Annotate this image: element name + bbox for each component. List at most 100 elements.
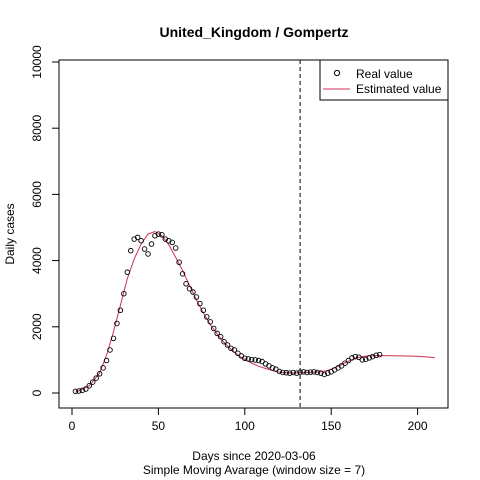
x-axis: 0 50 100 150 200 [69,407,428,433]
real-value-point [252,357,258,363]
x-tick-label: 100 [235,419,255,433]
real-value-point [204,314,210,320]
legend: Real value Estimated value [319,59,449,101]
real-value-point [338,363,345,369]
legend-box [319,59,449,101]
real-value-point [169,239,175,246]
real-value-point [89,379,96,385]
real-value-point [107,347,113,353]
real-value-point [345,357,352,364]
real-value-point [155,231,162,237]
real-value-point [255,357,262,364]
x-axis-title: Days since 2020-03-06 [192,449,316,463]
real-value-point [366,355,372,361]
real-value-point [210,325,217,332]
real-value-point [176,259,182,266]
real-value-point [79,387,86,394]
y-axis-title: Daily cases [3,203,17,264]
real-value-point [276,368,283,375]
real-value-point [114,320,120,327]
real-value-point [121,290,127,297]
legend-real-label: Real value [356,67,413,81]
real-value-point [145,251,151,257]
real-value-point [286,370,293,376]
y-tick-label: 0 [30,389,44,396]
x-axis-subtitle: Simple Moving Avarage (window size = 7) [143,463,365,477]
real-value-point [359,357,366,363]
real-value-point [248,356,255,363]
real-value-point [352,353,359,360]
y-tick-label: 8000 [30,115,44,142]
real-value-point [269,365,276,371]
real-value-point [148,241,155,247]
real-value-point [304,369,310,376]
real-value-point [349,355,355,361]
y-tick-label: 6000 [30,181,44,208]
real-value-points [72,231,383,395]
real-value-point [134,234,141,241]
chart-title: United_Kingdom / Gompertz [160,24,349,40]
real-value-point [376,351,383,358]
real-value-point [280,369,286,376]
y-tick-label: 4000 [30,247,44,274]
real-value-point [245,356,252,362]
x-tick-label: 0 [69,419,76,433]
real-value-point [103,357,110,364]
real-value-point [207,319,213,325]
real-value-point [300,369,307,375]
x-tick-label: 150 [321,419,341,433]
real-value-point [318,370,324,376]
real-value-point [190,289,196,295]
real-value-point [183,281,189,287]
legend-estimated-label: Estimated value [356,82,442,96]
real-value-point [83,386,89,392]
real-value-point [356,354,362,361]
real-value-point [314,369,321,376]
real-value-point [110,335,117,342]
real-value-point [193,294,200,300]
real-value-point [138,237,144,244]
x-tick-label: 200 [408,419,428,433]
real-value-point [342,360,348,366]
real-value-point [307,369,314,375]
real-value-point [172,245,179,251]
real-value-point [117,307,124,314]
real-value-point [363,356,369,362]
y-axis: 0 2000 4000 6000 8000 10000 [30,45,60,396]
real-value-point [293,370,300,376]
real-value-point [100,365,106,371]
real-value-point [214,330,220,337]
real-value-point [197,300,203,307]
real-value-point [297,369,303,375]
real-value-point [186,285,193,292]
real-value-point [76,388,82,394]
real-value-point [324,370,331,376]
real-value-point [224,342,231,348]
real-value-point [221,338,227,345]
real-value-point [128,247,134,254]
real-value-point [159,232,165,238]
real-value-point [72,388,79,395]
real-value-point [369,353,376,360]
real-value-point [141,246,148,252]
real-value-point [86,382,93,389]
real-value-point [373,352,379,359]
x-tick-label: 50 [152,419,166,433]
real-value-point [217,333,224,340]
real-value-point [231,347,238,353]
real-value-point [311,369,317,375]
real-value-point [200,307,207,314]
real-value-point [321,371,328,378]
real-value-point [242,355,248,361]
legend-real-marker [333,69,341,77]
real-value-point [93,375,99,381]
y-tick-label: 10000 [30,45,44,79]
real-value-point [235,350,241,357]
real-value-point [96,371,103,377]
y-tick-label: 2000 [30,313,44,340]
real-value-point [283,370,290,376]
real-value-point [124,269,131,275]
real-value-point [179,271,186,277]
